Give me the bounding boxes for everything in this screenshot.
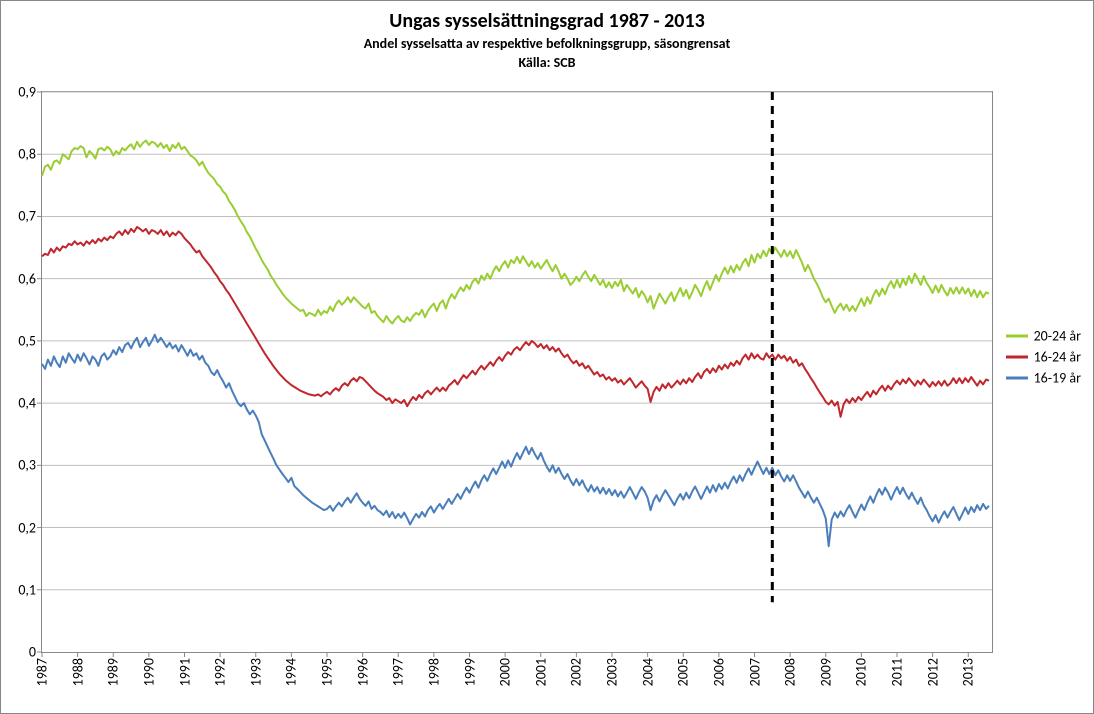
y-tick-label: 0,5 xyxy=(18,332,36,349)
x-tick-label: 1991 xyxy=(176,658,193,686)
plot-svg xyxy=(42,92,992,652)
x-tick-label: 1997 xyxy=(390,658,407,686)
x-tick-label: 2011 xyxy=(889,658,906,686)
y-tick-label: 0,3 xyxy=(18,457,36,474)
x-tick-label: 2002 xyxy=(568,658,585,686)
y-tick-label: 0,8 xyxy=(18,146,36,163)
y-tick-label: 0,2 xyxy=(18,519,36,536)
series-line xyxy=(42,227,989,417)
legend: 20-24 år 16-24 år 16-19 år xyxy=(1006,324,1081,391)
y-tick-label: 0,6 xyxy=(18,270,36,287)
x-tick-label: 1989 xyxy=(105,658,122,686)
legend-item: 16-19 år xyxy=(1006,370,1081,387)
y-tick-label: 0,9 xyxy=(18,84,36,101)
chart-title: Ungas sysselsättningsgrad 1987 - 2013 xyxy=(1,9,1093,33)
y-tick-label: 0,4 xyxy=(18,395,36,412)
x-tick-label: 1993 xyxy=(247,658,264,686)
legend-label: 16-24 år xyxy=(1034,349,1081,366)
x-tick-label: 2000 xyxy=(497,658,514,686)
legend-item: 16-24 år xyxy=(1006,349,1081,366)
x-tick-label: 1992 xyxy=(212,658,229,686)
x-tick-label: 1988 xyxy=(69,658,86,686)
legend-label: 20-24 år xyxy=(1034,328,1081,345)
x-tick-label: 1999 xyxy=(461,658,478,686)
x-tick-label: 1995 xyxy=(319,658,336,686)
legend-swatch xyxy=(1006,356,1028,359)
x-tick-label: 1987 xyxy=(34,658,51,686)
x-tick-label: 1998 xyxy=(425,658,442,686)
plot-area: 00,10,20,30,40,50,60,70,80,9198719881989… xyxy=(41,91,993,653)
x-tick-label: 2004 xyxy=(639,658,656,686)
series-line xyxy=(42,335,989,547)
x-tick-label: 1994 xyxy=(283,658,300,686)
legend-swatch xyxy=(1006,335,1028,338)
y-tick-label: 0,1 xyxy=(18,581,36,598)
legend-swatch xyxy=(1006,377,1028,380)
y-tick-label: 0,7 xyxy=(18,208,36,225)
chart-frame: Ungas sysselsättningsgrad 1987 - 2013 An… xyxy=(0,0,1094,714)
x-tick-label: 2010 xyxy=(853,658,870,686)
x-tick-label: 2009 xyxy=(817,658,834,686)
x-tick-label: 1990 xyxy=(140,658,157,686)
x-tick-label: 1996 xyxy=(354,658,371,686)
x-tick-label: 2005 xyxy=(675,658,692,686)
x-tick-label: 2012 xyxy=(924,658,941,686)
chart-subtitle: Andel sysselsatta av respektive befolkni… xyxy=(1,35,1093,52)
series-line xyxy=(42,141,989,324)
x-tick-label: 2008 xyxy=(782,658,799,686)
x-tick-label: 2013 xyxy=(960,658,977,686)
legend-item: 20-24 år xyxy=(1006,328,1081,345)
chart-titles: Ungas sysselsättningsgrad 1987 - 2013 An… xyxy=(1,9,1093,71)
x-tick-label: 2007 xyxy=(746,658,763,686)
chart-source: Källa: SCB xyxy=(1,54,1093,71)
x-tick-label: 2001 xyxy=(532,658,549,686)
x-tick-label: 2003 xyxy=(604,658,621,686)
legend-label: 16-19 år xyxy=(1034,370,1081,387)
x-tick-label: 2006 xyxy=(710,658,727,686)
